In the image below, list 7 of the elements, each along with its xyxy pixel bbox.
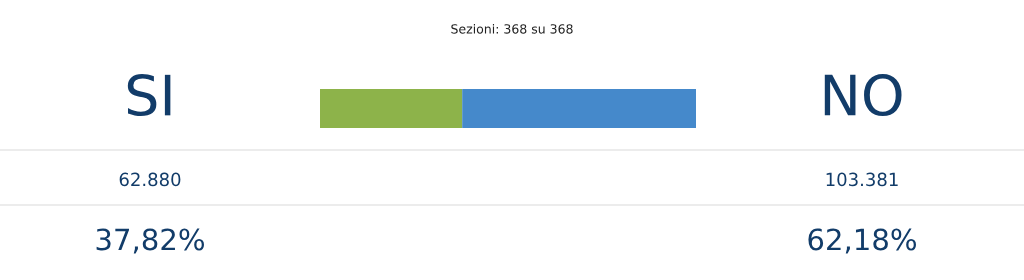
text: 37,82% [96,228,204,254]
text: NO [824,74,902,117]
text: 103.381 [826,172,898,187]
text: 62.880 [119,172,181,187]
chart-title: Sezioni: 368 su 368 [451,23,573,34]
text: 62,18% [808,228,916,254]
text: SI [127,74,171,117]
